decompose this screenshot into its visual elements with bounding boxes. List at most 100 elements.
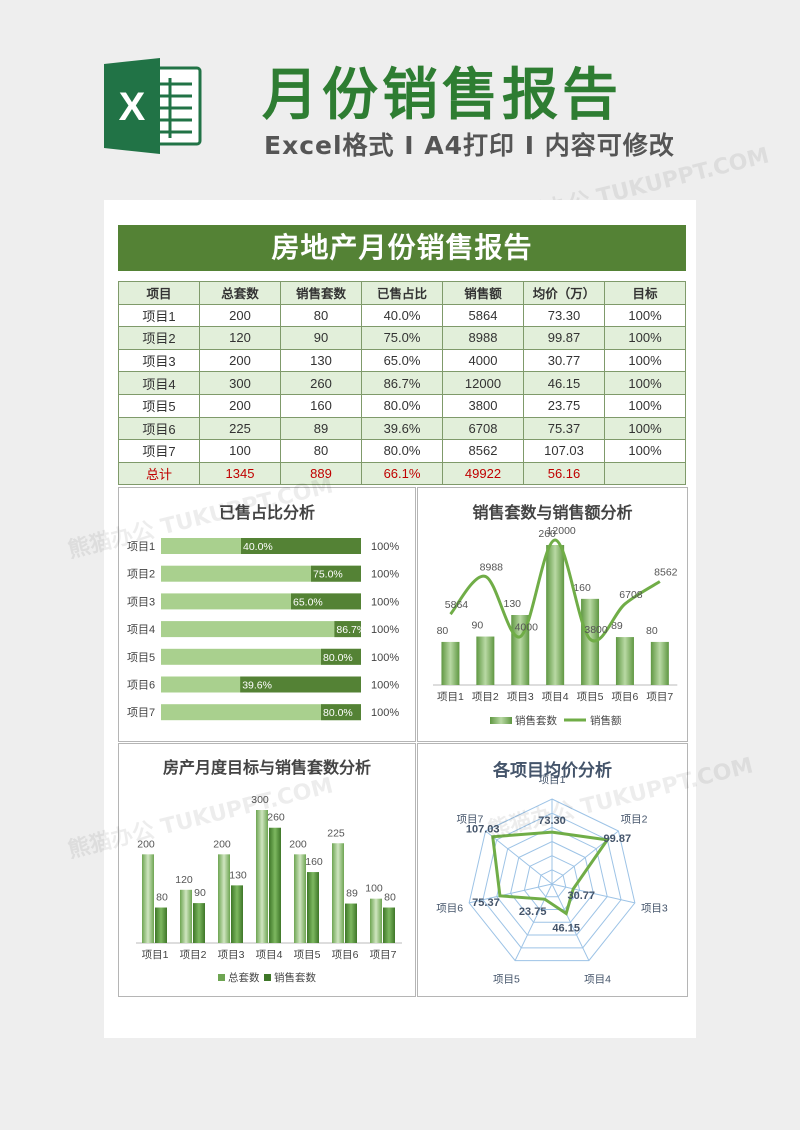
table-cell[interactable]: 100 (199, 439, 281, 463)
target-label: 100% (371, 707, 399, 719)
table-row: 项目3 200 130 65.0% 4000 30.77 100% (118, 348, 686, 373)
table-cell[interactable]: 项目7 (118, 439, 200, 463)
table-cell[interactable]: 项目6 (118, 416, 200, 441)
table-cell[interactable]: 100% (604, 303, 686, 328)
bar (476, 636, 495, 685)
radar-axis-label: 项目1 (539, 774, 566, 786)
total-cell[interactable]: 889 (280, 461, 362, 486)
avg-price-radar-chart: 各项目均价分析 73.30 99.87 30.77 46.15 23.75 75.37 10… (417, 743, 688, 997)
table-cell[interactable]: 项目5 (118, 393, 200, 418)
total-cell[interactable]: 总计 (118, 461, 200, 486)
bar-value-label: 89 (346, 888, 358, 900)
table-cell[interactable]: 90 (280, 326, 362, 350)
bar-value-label: 100 (365, 883, 383, 895)
table-cell[interactable]: 30.77 (523, 348, 605, 373)
table-row: 项目2 120 90 75.0% 8988 99.87 100% (118, 326, 686, 350)
table-cell[interactable]: 6708 (442, 416, 524, 441)
bar-value-label: 90 (472, 620, 484, 632)
table-cell[interactable]: 225 (199, 416, 281, 441)
table-cell[interactable]: 项目1 (118, 303, 200, 328)
target-bar (161, 621, 361, 638)
total-cell[interactable]: 56.16 (523, 461, 605, 486)
table-cell[interactable]: 130 (280, 348, 362, 373)
table-cell[interactable]: 120 (199, 326, 281, 350)
chart-title: 已售占比分析 (218, 503, 315, 522)
table-cell[interactable]: 8988 (442, 326, 524, 350)
table-cell[interactable]: 260 (280, 371, 362, 395)
bar-value-label: 80 (646, 625, 658, 637)
category-label: 项目3 (127, 595, 155, 608)
value-label: 80.0% (323, 707, 353, 719)
table-cell[interactable]: 项目3 (118, 348, 200, 373)
table-cell[interactable]: 100% (604, 348, 686, 373)
bar-value-label: 130 (229, 869, 247, 881)
total-cell[interactable]: 1345 (199, 461, 281, 486)
table-cell[interactable]: 300 (199, 371, 281, 395)
table-cell[interactable]: 100% (604, 326, 686, 350)
table-cell[interactable]: 65.0% (361, 348, 443, 373)
table-cell[interactable]: 75.37 (523, 416, 605, 441)
total-cell[interactable]: 66.1% (361, 461, 443, 486)
table-cell[interactable]: 项目2 (118, 326, 200, 350)
total-units-bar (218, 854, 230, 943)
table-row: 项目7 100 80 80.0% 8562 107.03 100% (118, 439, 686, 463)
radar-axis-label: 项目7 (456, 814, 483, 826)
table-cell[interactable]: 项目4 (118, 371, 200, 395)
table-cell[interactable]: 80 (280, 439, 362, 463)
table-cell[interactable]: 80.0% (361, 439, 443, 463)
table-cell[interactable]: 8562 (442, 439, 524, 463)
bar-value-label: 90 (194, 887, 206, 899)
radar-value-label: 23.75 (519, 906, 547, 918)
radar-value-label: 46.15 (552, 922, 580, 934)
table-cell[interactable]: 160 (280, 393, 362, 418)
value-label: 65.0% (293, 596, 323, 608)
sold-units-bar (155, 907, 167, 943)
line-value-label: 5864 (445, 599, 469, 611)
table-cell[interactable]: 86.7% (361, 371, 443, 395)
table-cell[interactable]: 40.0% (361, 303, 443, 328)
line-value-label: 3800 (584, 624, 608, 636)
table-cell[interactable]: 4000 (442, 348, 524, 373)
table-cell[interactable]: 99.87 (523, 326, 605, 350)
table-cell[interactable]: 73.30 (523, 303, 605, 328)
table-cell[interactable]: 100% (604, 416, 686, 441)
radar-spoke (485, 830, 553, 885)
table-cell[interactable]: 39.6% (361, 416, 443, 441)
total-cell[interactable] (604, 461, 686, 486)
category-label: 项目5 (577, 691, 604, 703)
table-cell[interactable]: 200 (199, 393, 281, 418)
table-cell[interactable]: 5864 (442, 303, 524, 328)
total-cell[interactable]: 49922 (442, 461, 524, 486)
bar-value-label: 80 (156, 892, 168, 904)
category-label: 项目2 (127, 568, 155, 581)
table-cell[interactable]: 107.03 (523, 439, 605, 463)
table-cell[interactable]: 200 (199, 348, 281, 373)
bar-value-label: 200 (289, 838, 307, 850)
line-value-label: 6708 (619, 589, 643, 601)
table-cell[interactable]: 80.0% (361, 393, 443, 418)
table-cell[interactable]: 75.0% (361, 326, 443, 350)
legend-label: 销售套数 (515, 714, 557, 727)
total-units-bar (332, 843, 344, 943)
table-cell[interactable]: 12000 (442, 371, 524, 395)
table-cell[interactable]: 3800 (442, 393, 524, 418)
revenue-line (449, 538, 661, 643)
line-value-label: 8562 (654, 567, 678, 579)
table-cell[interactable]: 100% (604, 393, 686, 418)
table-cell[interactable]: 89 (280, 416, 362, 441)
unsold-bar (334, 621, 361, 638)
bar-value-label: 260 (538, 528, 556, 540)
total-units-bar (370, 898, 382, 943)
avg-price-series (491, 830, 610, 916)
target-label: 100% (371, 569, 399, 581)
table-cell[interactable]: 80 (280, 303, 362, 328)
radar-grid-ring (468, 798, 636, 962)
table-cell[interactable]: 100% (604, 439, 686, 463)
table-cell[interactable]: 100% (604, 371, 686, 395)
table-cell[interactable]: 23.75 (523, 393, 605, 418)
banner: X 月份销售报告 Excel格式 I A4打印 I 内容可修改 熊猫办公 TUK… (0, 0, 800, 233)
table-cell[interactable]: 46.15 (523, 371, 605, 395)
table-cell[interactable]: 200 (199, 303, 281, 328)
column-header: 已售占比 (361, 281, 443, 305)
sold-units-bar (193, 903, 205, 943)
